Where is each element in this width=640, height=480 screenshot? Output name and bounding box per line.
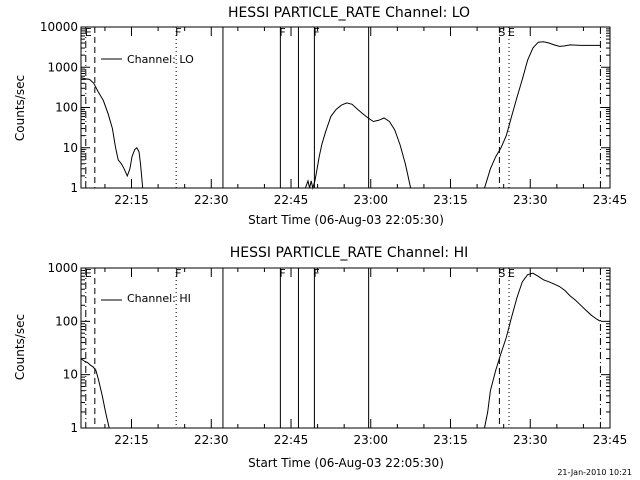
- lo-event-marker-label: E: [508, 26, 515, 39]
- lo-event-marker-label: F: [175, 26, 181, 39]
- hi-event-marker-label: E: [85, 267, 92, 280]
- hi-event-marker-label: E: [508, 267, 515, 280]
- hi-x-tick-label: 22:45: [274, 433, 309, 447]
- footer-date: 21-Jan-2010 10:21: [557, 468, 632, 477]
- hi-y-tick-label: 100: [55, 314, 78, 328]
- hi-x-tick-label: 22:15: [114, 433, 149, 447]
- lo-event-marker-label: S: [498, 26, 505, 39]
- lo-channel-panel: HESSI PARTICLE_RATE Channel: LO Start Ti…: [13, 5, 627, 227]
- lo-y-tick-label: 10: [63, 141, 78, 155]
- lo-y-tick-label: 100: [55, 101, 78, 115]
- lo-chart-title: HESSI PARTICLE_RATE Channel: LO: [228, 5, 470, 21]
- lo-plot-frame: [80, 26, 611, 189]
- lo-y-axis-label: Counts/sec: [13, 75, 27, 141]
- lo-event-marker-label: F: [279, 26, 285, 39]
- hi-event-marker-label: S: [498, 267, 505, 280]
- hi-y-tick-label: 10: [63, 368, 78, 382]
- hi-chart-title: HESSI PARTICLE_RATE Channel: HI: [230, 245, 468, 261]
- hi-x-axis-label: Start Time (06-Aug-03 22:05:30): [248, 456, 444, 470]
- lo-x-tick-label: 23:30: [513, 193, 548, 207]
- lo-x-axis-label: Start Time (06-Aug-03 22:05:30): [248, 213, 444, 227]
- lo-x-tick-label: 23:00: [353, 193, 388, 207]
- lo-legend-label: Channel: LO: [127, 53, 194, 66]
- hi-legend-label: Channel: HI: [127, 292, 191, 305]
- hi-y-axis-label: Counts/sec: [13, 314, 27, 380]
- hi-x-tick-label: 22:30: [194, 433, 229, 447]
- lo-series-line: [484, 41, 601, 189]
- lo-x-tick-label: 23:45: [593, 193, 628, 207]
- hi-x-tick-label: 23:45: [593, 433, 628, 447]
- hi-y-tick-label: 1: [70, 421, 78, 435]
- lo-x-tick-label: 23:15: [433, 193, 468, 207]
- lo-series-line: [304, 102, 412, 190]
- hi-x-tick-label: 23:00: [353, 433, 388, 447]
- hi-event-marker-label: F: [279, 267, 285, 280]
- hi-series-line: [80, 358, 110, 429]
- lo-y-tick-label: 1000: [47, 60, 78, 74]
- lo-y-tick-label: 10000: [40, 20, 78, 34]
- hi-event-marker-label: F: [313, 267, 319, 280]
- lo-event-marker-label: F: [313, 26, 319, 39]
- lo-x-tick-label: 22:45: [274, 193, 309, 207]
- lo-series-line: [80, 77, 144, 189]
- hi-y-tick-label: 1000: [47, 261, 78, 275]
- hi-x-tick-label: 23:30: [513, 433, 548, 447]
- hi-x-tick-label: 23:15: [433, 433, 468, 447]
- lo-event-marker-label: E: [85, 26, 92, 39]
- lo-x-tick-label: 22:15: [114, 193, 149, 207]
- hi-series-line: [484, 272, 601, 429]
- lo-x-tick-label: 22:30: [194, 193, 229, 207]
- hi-channel-panel: HESSI PARTICLE_RATE Channel: HI Start Ti…: [13, 245, 627, 470]
- hi-event-marker-label: F: [175, 267, 181, 280]
- hi-plot-frame: [80, 267, 611, 429]
- lo-y-tick-label: 1: [70, 181, 78, 195]
